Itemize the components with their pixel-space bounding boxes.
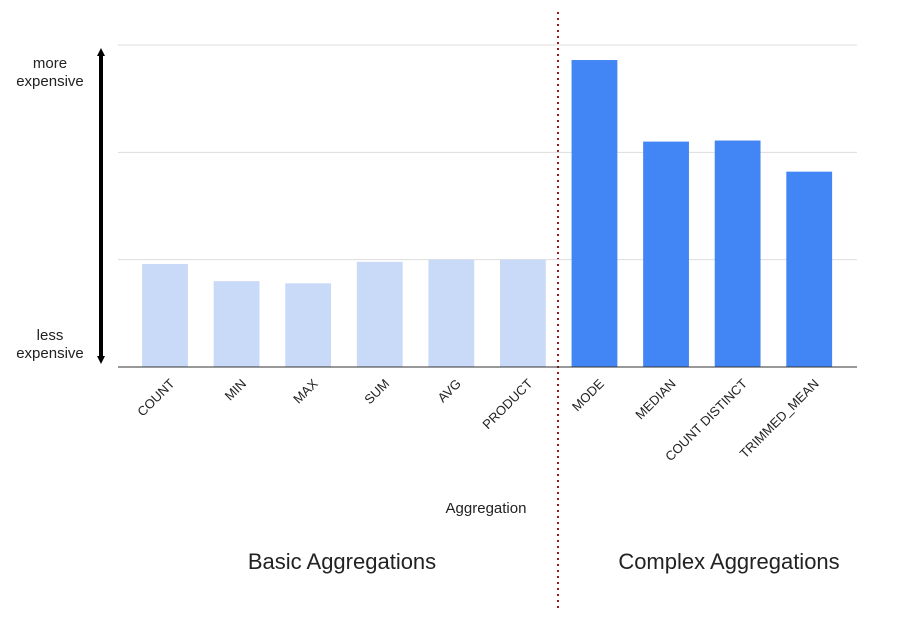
- x-tick-label: TRIMMED_MEAN: [737, 376, 822, 461]
- x-tick-label: AVG: [435, 376, 464, 405]
- x-tick-label: MIN: [222, 376, 249, 403]
- bar: [714, 140, 761, 367]
- bar: [285, 283, 332, 367]
- x-tick-label: SUM: [361, 376, 392, 407]
- bar: [499, 259, 546, 367]
- group-label: Basic Aggregations: [248, 549, 436, 574]
- bar: [356, 261, 403, 367]
- x-tick-label: MODE: [569, 376, 607, 414]
- bar: [213, 281, 260, 367]
- group-label: Complex Aggregations: [618, 549, 839, 574]
- x-tick-label: MAX: [290, 376, 321, 407]
- y-top-label: expensive: [16, 73, 84, 90]
- x-tick-label: MEDIAN: [632, 376, 678, 422]
- bar: [142, 263, 188, 367]
- y-bottom-label: expensive: [16, 345, 84, 362]
- bar: [786, 171, 833, 367]
- bar: [428, 259, 475, 367]
- y-bottom-label: less: [37, 327, 64, 344]
- x-tick-label: PRODUCT: [479, 376, 535, 432]
- y-top-label: more: [33, 55, 67, 72]
- bar: [571, 60, 618, 367]
- x-axis-label: Aggregation: [446, 500, 527, 517]
- bar: [643, 141, 689, 367]
- x-tick-label: COUNT: [134, 376, 177, 419]
